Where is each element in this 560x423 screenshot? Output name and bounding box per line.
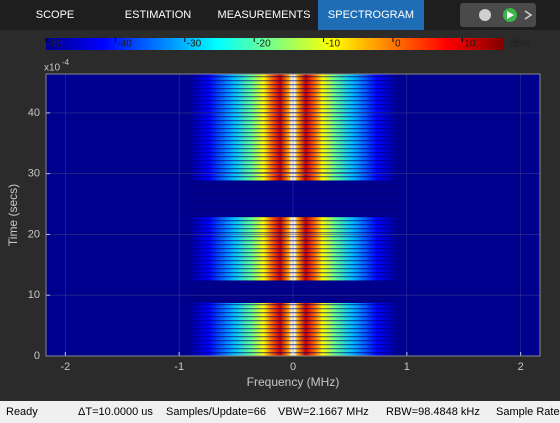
tab[interactable]: SCOPE <box>36 9 75 21</box>
x-axis-label: Frequency (MHz) <box>247 375 340 389</box>
status-item: RBW=98.4848 kHz <box>386 406 480 418</box>
colorbar <box>46 38 504 50</box>
status-bar <box>0 401 560 423</box>
x-tick-label: 1 <box>404 361 410 373</box>
tab[interactable]: SPECTROGRAM <box>328 9 414 21</box>
y-axis-label: Time (secs) <box>6 184 20 246</box>
y-tick-label: 0 <box>34 350 40 362</box>
selected-tab <box>318 0 424 30</box>
more-icon[interactable] <box>524 10 533 20</box>
tab[interactable]: MEASUREMENTS <box>218 9 311 21</box>
axes-frame <box>45 73 541 357</box>
run-icon <box>507 11 514 19</box>
colorbar-tick-label: 10 <box>464 39 476 50</box>
status-item: VBW=2.1667 MHz <box>278 406 369 418</box>
status-item: Ready <box>6 406 38 418</box>
y-multiplier-exponent: -4 <box>62 58 70 67</box>
x-tick-label: -2 <box>60 361 70 373</box>
toolbar <box>460 3 536 27</box>
colorbar-tick-label: 0 <box>395 39 401 50</box>
settings-icon[interactable] <box>479 9 491 21</box>
y-tick-label: 40 <box>28 107 40 119</box>
x-tick-label: 2 <box>518 361 524 373</box>
status-item: ΔT=10.0000 us <box>78 406 153 418</box>
tab[interactable]: ESTIMATION <box>125 9 191 21</box>
colorbar-tick-label: -20 <box>256 39 271 50</box>
colorbar-tick-label: -40 <box>117 39 132 50</box>
y-tick-label: 10 <box>28 289 40 301</box>
colorbar-tick-label: -10 <box>326 39 341 50</box>
x-tick-label: -1 <box>174 361 184 373</box>
status-item: Sample Rate <box>496 406 560 418</box>
status-item: Samples/Update=66 <box>166 406 266 418</box>
x-tick-label: 0 <box>290 361 296 373</box>
colorbar-unit: dBm <box>510 39 531 50</box>
colorbar-tick-label: -30 <box>187 39 202 50</box>
colorbar-tick-label: -50 <box>48 39 63 50</box>
y-tick-label: 20 <box>28 228 40 240</box>
y-tick-label: 30 <box>28 168 40 180</box>
y-multiplier: x10 <box>44 63 61 74</box>
